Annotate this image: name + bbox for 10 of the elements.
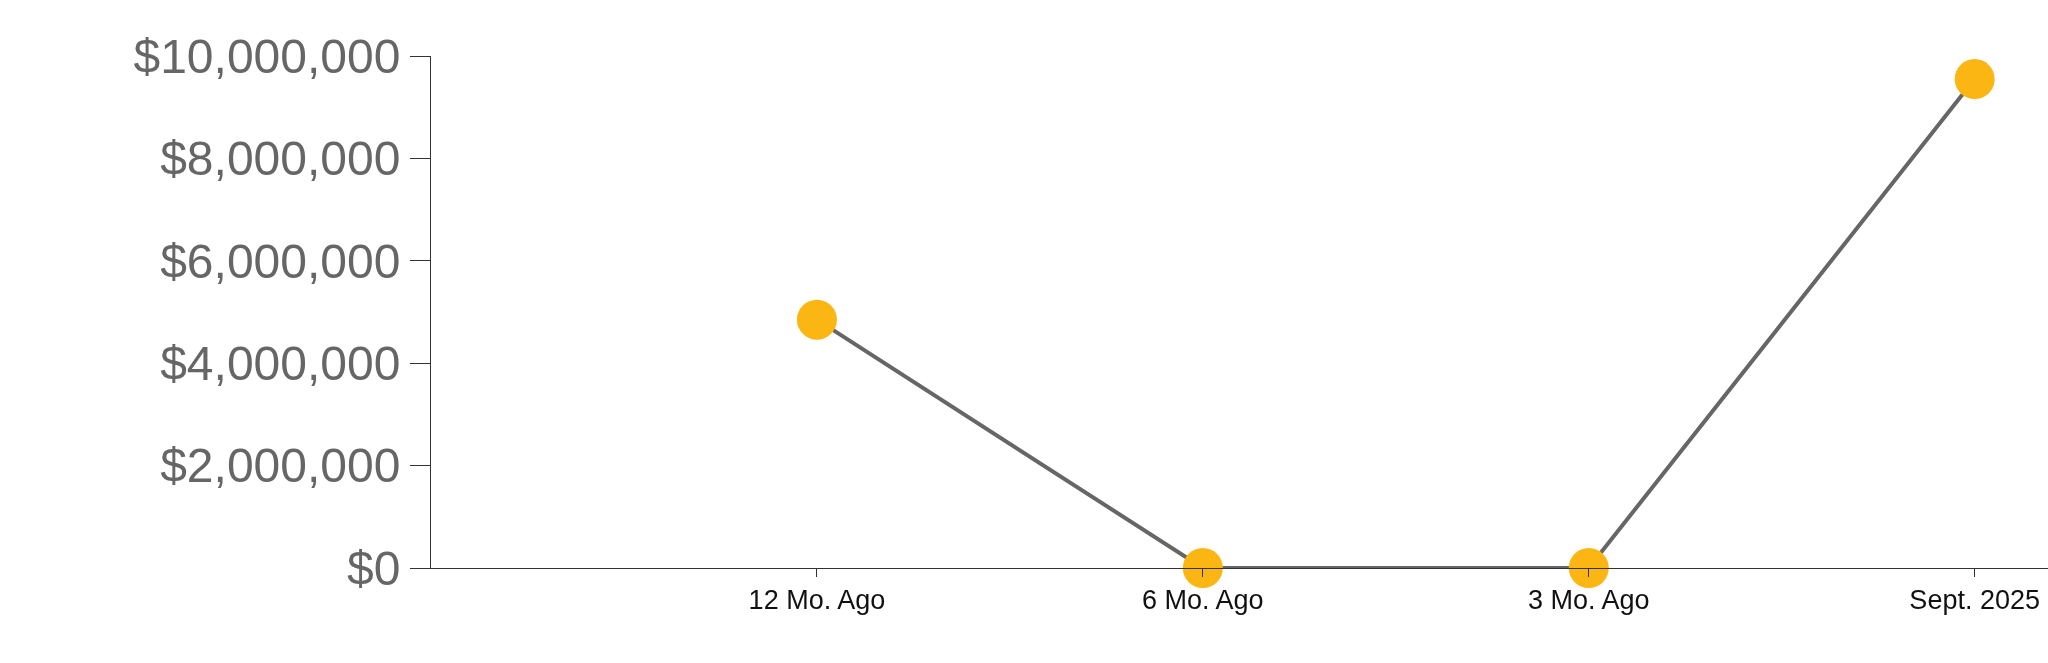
y-tick-label: $8,000,000 xyxy=(160,132,401,186)
x-tick-label: Sept. 2025 xyxy=(1909,585,2040,616)
x-tick-label: 6 Mo. Ago xyxy=(1142,585,1264,616)
y-tick-label: $0 xyxy=(347,541,401,595)
x-tick-label: 3 Mo. Ago xyxy=(1527,585,1650,616)
y-tick-label: $6,000,000 xyxy=(160,234,401,288)
y-tick-label: $2,000,000 xyxy=(160,439,401,493)
y-tick-label: $10,000,000 xyxy=(133,29,401,83)
x-tick-label: 12 Mo. Ago xyxy=(748,585,886,616)
y-tick-label: $4,000,000 xyxy=(160,337,401,390)
